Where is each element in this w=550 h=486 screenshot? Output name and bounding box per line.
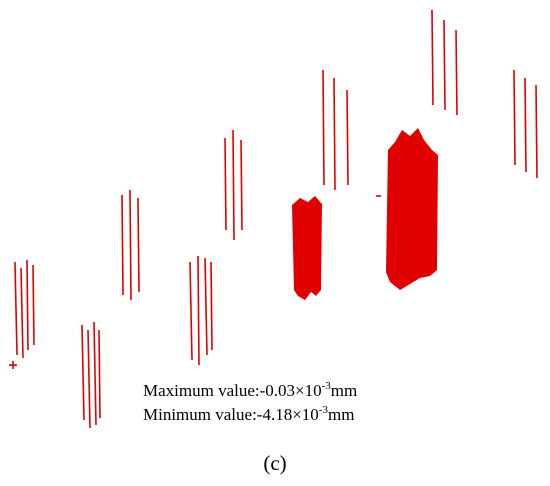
min-value: Minimum value:-4.18×10-3mm xyxy=(143,404,354,424)
min-prefix: Minimum value:-4.18×10 xyxy=(143,405,319,424)
line-group xyxy=(376,69,538,197)
max-prefix: Maximum value:-0.03×10 xyxy=(143,381,322,400)
dense-block xyxy=(386,128,438,290)
deformation-plot xyxy=(9,9,538,429)
caption: (c) xyxy=(263,451,286,475)
line-group xyxy=(121,189,140,301)
line-group xyxy=(431,9,458,116)
dense-block xyxy=(292,196,322,300)
max-exponent: -3 xyxy=(322,380,332,392)
max-unit: mm xyxy=(331,381,357,400)
line-group xyxy=(189,255,213,366)
min-unit: mm xyxy=(328,405,354,424)
line-group xyxy=(224,129,243,241)
line-group xyxy=(9,259,35,369)
line-group xyxy=(322,69,349,191)
max-value: Maximum value:-0.03×10-3mm xyxy=(143,380,357,400)
line-group xyxy=(81,321,101,429)
min-exponent: -3 xyxy=(319,404,329,416)
